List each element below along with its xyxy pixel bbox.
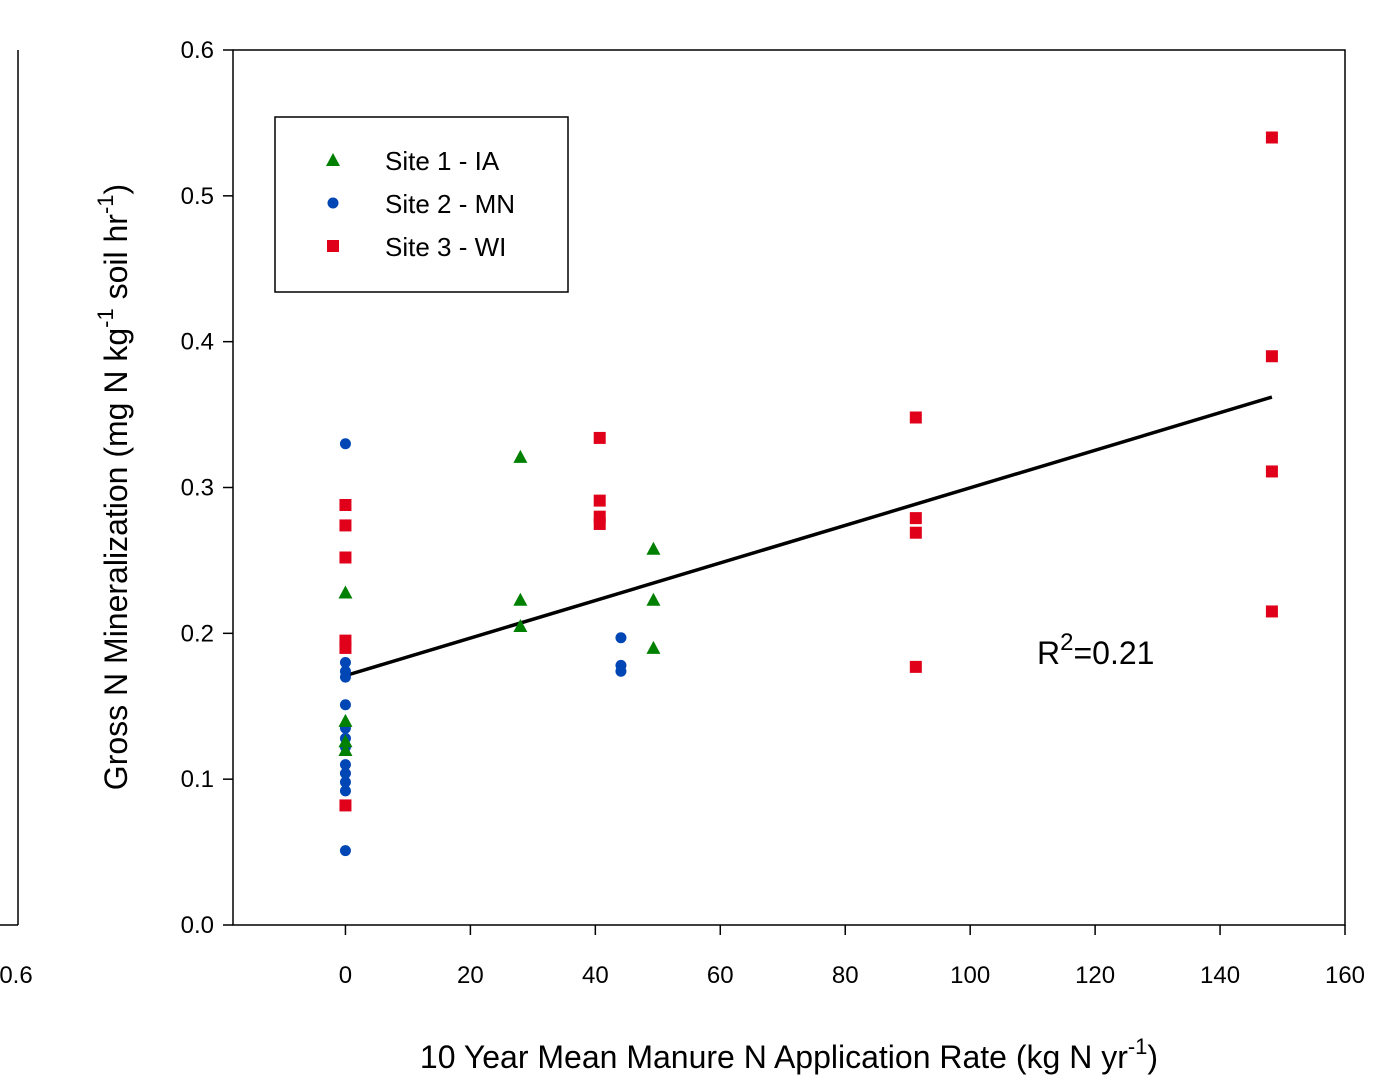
data-point [339,799,352,812]
x-tick-label: 140 [1200,962,1240,989]
data-point [339,641,352,654]
y-tick-label: 0.5 [181,183,214,210]
data-point [593,431,606,444]
data-point [339,845,351,857]
data-point [338,585,353,599]
x-tick-label: 60 [707,962,734,989]
data-point [646,640,661,654]
data-point [909,512,922,525]
fit-line [344,395,1273,678]
data-point [593,517,606,530]
legend-label: Site 1 - IA [385,146,500,176]
data-point [339,767,351,779]
y-tick-label: 0.4 [181,329,214,356]
data-point [615,665,627,677]
data-point [909,660,922,673]
y-axis-label: Gross N Mineralization (mg N kg-1 soil h… [93,184,134,790]
data-point [339,551,352,564]
data-point [513,592,528,606]
data-points [338,131,1278,857]
data-point [338,734,353,748]
data-point [646,592,661,606]
data-point [338,743,353,756]
regression-line [344,395,1273,678]
legend: Site 1 - IA Site 2 - MN Site 3 - WI [274,116,569,293]
x-tick-label: 160 [1325,962,1365,989]
data-point [1265,131,1278,144]
x-tick-label: 80 [832,962,859,989]
data-point [1265,350,1278,363]
data-point [909,526,922,539]
r-squared-annotation: R2=0.21 [1037,629,1154,671]
y-tick-label: 0.2 [181,620,214,647]
data-point [339,499,352,511]
data-point [339,699,351,711]
legend-marker [327,240,339,252]
legend-marker [326,153,340,166]
x-tick-label: 0 [339,962,352,989]
y-tick-label: 0.0 [181,912,214,939]
data-point [339,657,351,668]
x-tick-label: 120 [1075,962,1115,989]
data-point [339,519,352,532]
x-axis-label: 10 Year Mean Manure N Application Rate (… [420,1034,1158,1075]
data-point [909,411,922,424]
x-tick-label: 20 [457,962,484,989]
data-point [593,494,606,507]
data-point [338,713,353,727]
data-point [513,619,528,633]
data-point [339,671,351,683]
data-point [1265,465,1278,478]
data-point [615,632,627,644]
data-point [646,541,661,555]
legend-box [274,116,569,293]
data-point [593,510,606,523]
data-point [339,776,351,788]
legend-label: Site 2 - MN [385,189,515,219]
y-axis: 0.0 0.1 0.2 0.3 0.4 0.5 0.6 [181,37,233,939]
y-tick-label: 0.3 [181,475,214,502]
data-point [339,785,351,797]
left-panel-tick-label: 0.6 [0,962,33,989]
x-tick-label: 40 [582,962,609,989]
data-point [339,438,351,450]
data-point [339,759,351,771]
legend-marker [327,197,339,209]
legend-label: Site 3 - WI [385,232,506,262]
y-tick-label: 0.1 [181,766,214,793]
data-point [1265,605,1278,618]
y-tick-label: 0.6 [181,37,214,64]
data-point [513,449,528,463]
x-tick-label: 100 [950,962,990,989]
x-axis: 0 20 40 60 80 100 120 140 160 [339,925,1365,989]
